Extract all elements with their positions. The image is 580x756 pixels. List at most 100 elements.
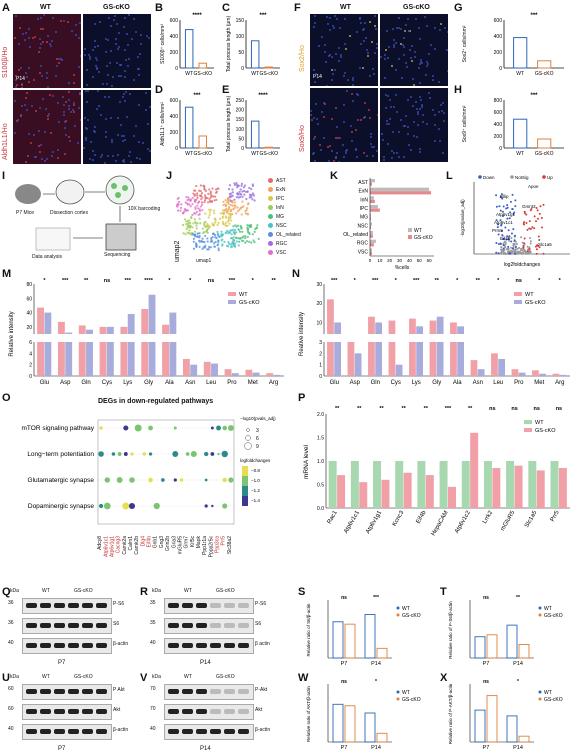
legend-label: VSC xyxy=(276,249,287,256)
nucleus-dot xyxy=(106,155,109,158)
nucleus-dot xyxy=(360,21,363,24)
nucleus-dot xyxy=(86,84,89,87)
nucleus-dot xyxy=(136,156,139,159)
nucleus-dot xyxy=(40,74,43,77)
umap-point-AST xyxy=(194,189,197,192)
blot-band xyxy=(182,709,193,714)
nucleus-dot xyxy=(139,52,142,55)
umap-point-MG xyxy=(246,235,249,239)
nucleus-dot xyxy=(310,113,313,116)
nucleus-dot xyxy=(311,153,314,156)
nucleus-dot xyxy=(40,64,43,67)
nucleus-dot xyxy=(425,60,428,63)
umap-point-InN xyxy=(195,224,198,227)
nucleus-dot xyxy=(352,84,355,86)
nucleus-dot xyxy=(138,103,141,106)
umap-point-InN xyxy=(188,219,191,222)
umap-point-RGC xyxy=(241,190,244,193)
nucleus-dot xyxy=(405,61,407,64)
panel-label-m: M xyxy=(2,268,12,280)
nucleus-dot xyxy=(64,152,67,155)
volcano-point-down xyxy=(495,251,498,254)
color-legend-title: logfoldchanges xyxy=(240,458,271,463)
volcano-point-notsig xyxy=(513,243,516,246)
volcano-point-down xyxy=(501,210,504,213)
volcano-point-up xyxy=(523,212,526,215)
blot-band xyxy=(26,709,37,714)
y-tick-label: 3 xyxy=(319,340,322,346)
x-tick-label: WT xyxy=(251,151,259,157)
band-kda: 60 xyxy=(8,706,14,712)
nucleus-dot xyxy=(403,45,406,48)
bar-GS-cKO xyxy=(198,62,208,69)
nucleus-dot xyxy=(420,61,423,64)
umap-point-IPC xyxy=(209,208,213,211)
umap-point-IPC xyxy=(212,209,216,212)
plot-frame xyxy=(97,419,235,525)
umap-point-InN xyxy=(201,227,204,230)
band-kda: 40 xyxy=(8,726,14,732)
blot-age: P14 xyxy=(200,660,211,666)
umap-point-IPC xyxy=(227,219,230,222)
significance-label: * xyxy=(517,679,519,685)
gene-label: Gnb1 xyxy=(153,536,159,548)
nucleus-dot xyxy=(118,101,121,104)
nucleus-dot xyxy=(123,26,126,29)
nucleus-dot xyxy=(382,156,385,159)
blot-band xyxy=(68,729,79,734)
umap-point-RGC xyxy=(248,186,251,190)
nucleus-dot xyxy=(83,146,86,149)
blot-band xyxy=(238,603,249,608)
umap-point-InN xyxy=(189,221,192,224)
blot-band xyxy=(26,643,37,648)
umap-point-NSC xyxy=(232,241,235,244)
nucleus-dot xyxy=(38,106,41,109)
nucleus-dot xyxy=(72,73,75,76)
blot-band xyxy=(210,643,221,648)
significance-label: *** xyxy=(259,13,267,19)
umap-point-RGC xyxy=(252,194,256,197)
blot-strip xyxy=(164,704,254,720)
significance-label: *** xyxy=(530,93,538,99)
volcano-point-notsig xyxy=(504,241,507,244)
umap-point-InN xyxy=(188,229,191,232)
y-tick-label: 100 xyxy=(236,127,245,133)
volcano-point-up xyxy=(533,215,536,218)
nucleus-dot xyxy=(88,53,91,56)
umap-point-RGC xyxy=(233,182,236,185)
umap-point-ExN xyxy=(246,203,250,206)
panel-label-w: W xyxy=(298,672,309,684)
nucleus-dot xyxy=(313,152,316,155)
bar-WT xyxy=(250,40,260,69)
panel-label-e: E xyxy=(222,84,230,96)
bar-mGluR5-WT xyxy=(506,461,515,508)
umap-point-RGC xyxy=(237,184,240,188)
band-kda: 35 xyxy=(150,620,156,626)
category-label: RGC xyxy=(357,241,369,247)
bar-chart-p: 0.00.51.01.52.0Rac1**Atp6v1c1**Atp6v1g1*… xyxy=(303,406,570,537)
umap-point-OL_related xyxy=(200,240,203,243)
blot-band xyxy=(54,623,65,628)
nucleus-dot xyxy=(352,77,355,80)
legend-dot xyxy=(268,250,273,255)
volcano-point-down xyxy=(504,226,507,229)
umap-point-NSC xyxy=(234,242,237,245)
y-axis-label: Total process length (μm) xyxy=(226,96,232,153)
umap-point-OL_related xyxy=(201,237,204,240)
band-name: Akt xyxy=(255,707,263,713)
pathway-label: Dopaminergic synapse xyxy=(28,503,95,510)
nucleus-dot xyxy=(407,18,410,21)
bar-Glu-WT-lower xyxy=(37,342,44,376)
nucleus-dot xyxy=(32,79,35,82)
nucleus-dot xyxy=(20,67,23,70)
nucleus-dot xyxy=(85,127,88,130)
dot-Kif5c xyxy=(190,451,197,457)
blot-band xyxy=(196,729,207,734)
nucleus-dot xyxy=(68,140,71,143)
umap-point-RGC xyxy=(243,193,246,196)
y-axis-label: Reative intensity xyxy=(299,312,305,356)
nucleus-dot xyxy=(117,133,120,136)
bar-P7-WT xyxy=(332,703,344,743)
umap-point-NSC xyxy=(232,231,236,234)
umap-legend-item: AST xyxy=(268,176,328,185)
